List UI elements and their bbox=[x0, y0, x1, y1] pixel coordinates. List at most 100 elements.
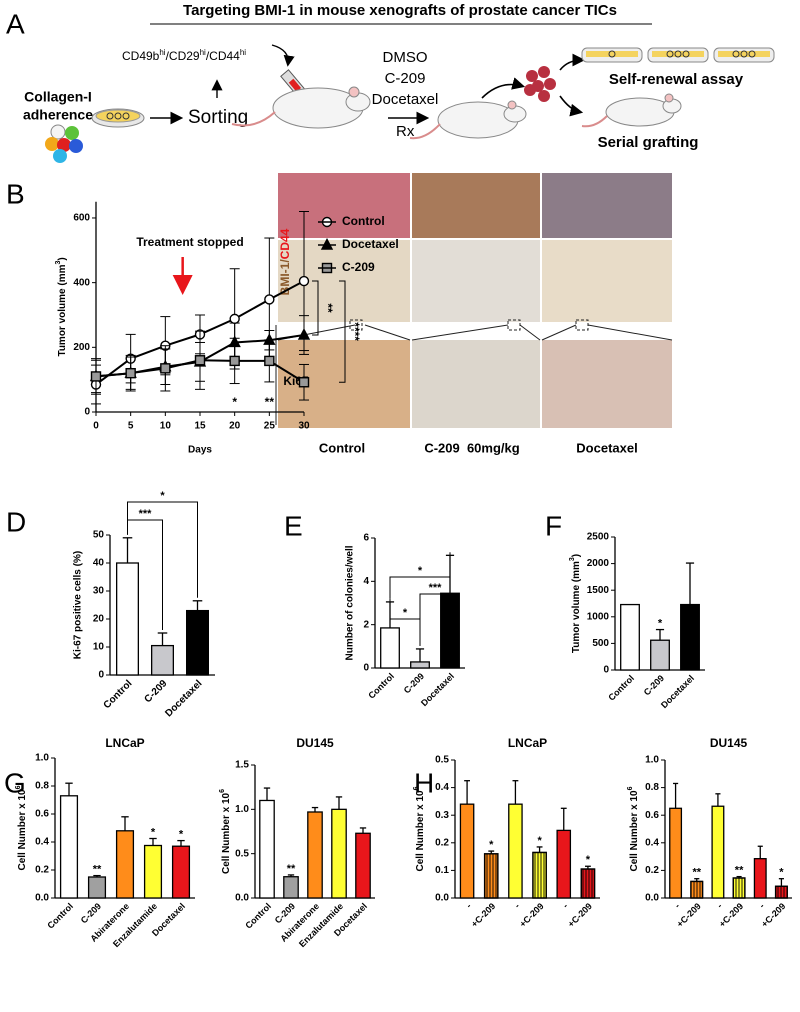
bar bbox=[143, 844, 163, 899]
bracket bbox=[339, 280, 346, 383]
significance: * bbox=[179, 829, 184, 841]
micrograph bbox=[542, 340, 672, 428]
bar bbox=[508, 803, 523, 899]
significance: * bbox=[160, 490, 165, 502]
point bbox=[229, 313, 240, 325]
significance: *** bbox=[139, 508, 153, 520]
y-tick-label: 6 bbox=[363, 533, 369, 544]
y-tick-label: 0.3 bbox=[435, 810, 449, 821]
arrow bbox=[559, 95, 584, 117]
legend-label: Control bbox=[342, 214, 385, 228]
panel-letter: F bbox=[545, 510, 562, 541]
y-tick-label: 0.2 bbox=[435, 837, 449, 848]
y-axis-label: Tumor volume (mm3) bbox=[55, 257, 67, 356]
micrograph bbox=[412, 240, 540, 322]
bar bbox=[711, 805, 725, 899]
significance: * bbox=[232, 395, 237, 409]
x-tick-label: Docetaxel bbox=[163, 678, 204, 719]
panel-letter: H bbox=[414, 767, 434, 798]
y-tick-label: 4 bbox=[363, 576, 369, 587]
y-tick-label: 0.4 bbox=[35, 837, 49, 848]
bracket bbox=[312, 280, 319, 336]
point bbox=[264, 355, 275, 367]
x-tick-label: C-209 bbox=[642, 673, 666, 697]
point bbox=[297, 328, 311, 340]
legend-label: C-209 bbox=[342, 260, 375, 274]
arrow bbox=[271, 44, 295, 67]
significance: *** bbox=[429, 582, 443, 594]
x-tick-label: 10 bbox=[160, 421, 172, 432]
x-tick-label: C-209 bbox=[142, 678, 169, 705]
panel-letter: D bbox=[6, 506, 26, 537]
legend-label: Docetaxel bbox=[342, 237, 399, 251]
x-tick-label: Control bbox=[606, 673, 636, 703]
bar bbox=[115, 830, 135, 899]
micrograph bbox=[412, 340, 540, 428]
y-axis-label: Cell Number x 106 bbox=[627, 786, 639, 871]
y-tick-label: 0.5 bbox=[435, 755, 449, 766]
column-label: Control bbox=[319, 440, 365, 455]
x-tick-label: 25 bbox=[264, 421, 276, 432]
y-tick-label: 2500 bbox=[587, 532, 610, 543]
significance: * bbox=[779, 867, 784, 879]
text-part: Tumor volume (mm bbox=[57, 264, 68, 356]
y-tick-label: 600 bbox=[73, 213, 90, 224]
y-tick-label: 0.0 bbox=[435, 893, 449, 904]
point bbox=[90, 371, 102, 382]
chart-title: LNCaP bbox=[105, 736, 144, 750]
y-tick-label: 50 bbox=[93, 530, 105, 541]
bar bbox=[459, 803, 475, 899]
bar bbox=[680, 603, 700, 671]
text-part: Cell Number x 10 bbox=[17, 789, 28, 871]
x-tick-label: +C-209 bbox=[759, 901, 787, 929]
micrograph bbox=[412, 173, 540, 238]
y-tick-label: 0 bbox=[603, 665, 609, 676]
step-label: adherence bbox=[23, 107, 93, 123]
bar bbox=[410, 661, 430, 669]
y-tick-label: 1500 bbox=[587, 585, 610, 596]
bar bbox=[185, 609, 209, 676]
step-label: Collagen-I bbox=[24, 89, 92, 105]
superscript: hi bbox=[200, 48, 206, 57]
significance: ** bbox=[321, 303, 335, 313]
bar bbox=[556, 829, 572, 899]
bar bbox=[331, 808, 347, 899]
panel-letter: B bbox=[6, 178, 25, 209]
significance: * bbox=[403, 607, 408, 619]
chart-title: DU145 bbox=[296, 736, 334, 750]
hatch bbox=[580, 868, 596, 899]
x-tick-label: 20 bbox=[229, 421, 241, 432]
text-part: Cell Number x 10 bbox=[221, 792, 232, 874]
y-tick-label: 0.2 bbox=[35, 865, 49, 876]
y-tick-label: 0.2 bbox=[645, 865, 659, 876]
column-label: C-209 60mg/kg bbox=[424, 440, 519, 455]
superscript: 3 bbox=[55, 261, 62, 265]
y-tick-label: 0 bbox=[84, 407, 90, 418]
panel-title: Targeting BMI-1 in mouse xenografts of p… bbox=[183, 2, 617, 19]
x-tick-label: +C-209 bbox=[469, 901, 497, 929]
significance: ** bbox=[93, 864, 102, 876]
x-tick-label: Control bbox=[45, 901, 75, 931]
text-part: ) bbox=[57, 257, 68, 260]
rx-label: Rx bbox=[396, 123, 415, 140]
bar bbox=[259, 799, 275, 899]
y-tick-label: 1.5 bbox=[235, 760, 249, 771]
bar bbox=[440, 592, 460, 669]
y-tick-label: 200 bbox=[73, 342, 90, 353]
significance: * bbox=[151, 826, 156, 838]
x-tick-label: +C-209 bbox=[566, 901, 594, 929]
treatment-label: C-209 bbox=[385, 70, 426, 87]
bar bbox=[355, 832, 371, 899]
point bbox=[160, 363, 171, 374]
y-tick-label: 0.1 bbox=[435, 865, 449, 876]
tumor-cluster bbox=[524, 66, 556, 102]
text-part: /CD44 bbox=[206, 49, 240, 63]
y-axis-label: Cell Number x 106 bbox=[219, 789, 231, 874]
y-axis-label: Cell Number x 106 bbox=[15, 785, 27, 870]
y-tick-label: 40 bbox=[93, 558, 105, 569]
x-tick-label: 30 bbox=[298, 421, 310, 432]
x-tick-label: 0 bbox=[93, 421, 99, 432]
point bbox=[264, 294, 275, 305]
y-tick-label: 0.4 bbox=[435, 782, 449, 793]
